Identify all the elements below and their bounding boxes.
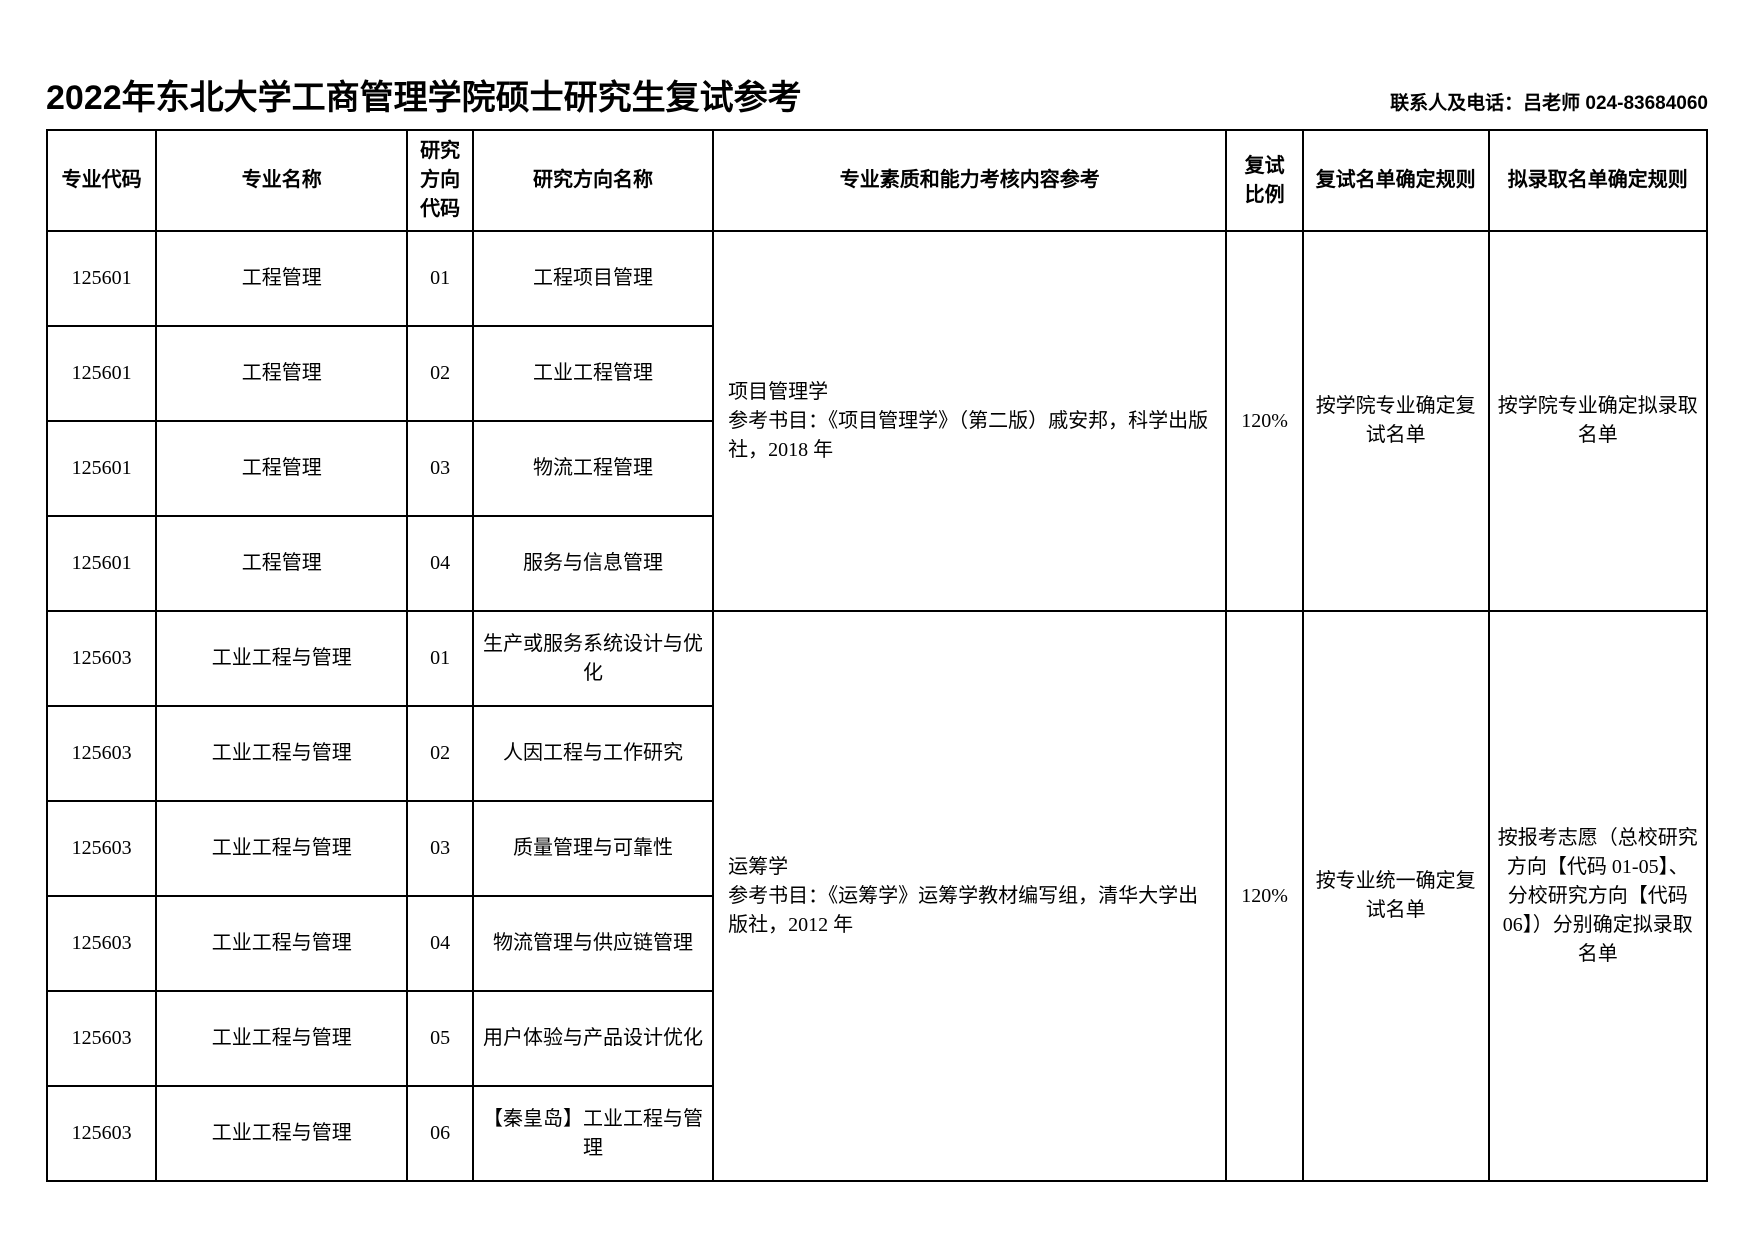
cell-code: 125603 [47,896,156,991]
cell-exam: 运筹学 参考书目：《运筹学》运筹学教材编写组，清华大学出版社，2012 年 [713,611,1226,1181]
cell-code: 125603 [47,991,156,1086]
col-major: 专业名称 [156,130,407,231]
cell-dir-code: 03 [407,801,473,896]
cell-major: 工程管理 [156,326,407,421]
cell-dir-code: 06 [407,1086,473,1181]
contact-phone: 024-83684060 [1585,93,1708,114]
col-dir: 研究方向代码 [407,130,473,231]
cell-code: 125601 [47,516,156,611]
col-exam: 专业素质和能力考核内容参考 [713,130,1226,231]
cell-major: 工程管理 [156,421,407,516]
cell-dir-code: 01 [407,231,473,326]
col-rule2: 拟录取名单确定规则 [1489,130,1707,231]
cell-dir-name: 物流工程管理 [473,421,713,516]
cell-major: 工业工程与管理 [156,1086,407,1181]
cell-code: 125603 [47,801,156,896]
cell-major: 工业工程与管理 [156,801,407,896]
cell-dir-name: 质量管理与可靠性 [473,801,713,896]
page-title: 2022年东北大学工商管理学院硕士研究生复试参考 [46,70,802,119]
col-ratio: 复试比例 [1226,130,1302,231]
cell-dir-code: 05 [407,991,473,1086]
contact-label: 联系人及电话： [1390,93,1523,114]
cell-code: 125603 [47,611,156,706]
cell-ratio: 120% [1226,611,1302,1181]
cell-dir-code: 02 [407,706,473,801]
cell-code: 125603 [47,706,156,801]
cell-dir-name: 【秦皇岛】工业工程与管理 [473,1086,713,1181]
cell-ratio: 120% [1226,231,1302,611]
reexam-table: 专业代码 专业名称 研究方向代码 研究方向名称 专业素质和能力考核内容参考 复试… [46,129,1708,1182]
cell-dir-name: 人因工程与工作研究 [473,706,713,801]
table-row: 125603工业工程与管理01生产或服务系统设计与优化运筹学 参考书目：《运筹学… [47,611,1707,706]
col-code: 专业代码 [47,130,156,231]
col-rule1: 复试名单确定规则 [1303,130,1489,231]
cell-dir-name: 用户体验与产品设计优化 [473,991,713,1086]
table-header-row: 专业代码 专业名称 研究方向代码 研究方向名称 专业素质和能力考核内容参考 复试… [47,130,1707,231]
cell-major: 工业工程与管理 [156,991,407,1086]
cell-rule2: 按报考志愿（总校研究方向【代码 01-05】、分校研究方向【代码06】）分别确定… [1489,611,1707,1181]
cell-dir-code: 03 [407,421,473,516]
contact-name: 吕老师 [1523,93,1580,114]
cell-major: 工程管理 [156,516,407,611]
cell-rule1: 按专业统一确定复试名单 [1303,611,1489,1181]
cell-dir-code: 02 [407,326,473,421]
cell-dir-code: 04 [407,516,473,611]
cell-rule1: 按学院专业确定复试名单 [1303,231,1489,611]
cell-dir-code: 01 [407,611,473,706]
cell-major: 工业工程与管理 [156,706,407,801]
cell-dir-name: 生产或服务系统设计与优化 [473,611,713,706]
col-dname: 研究方向名称 [473,130,713,231]
cell-dir-code: 04 [407,896,473,991]
cell-dir-name: 服务与信息管理 [473,516,713,611]
contact-info: 联系人及电话：吕老师 024-83684060 [1390,88,1708,115]
page-header: 2022年东北大学工商管理学院硕士研究生复试参考 联系人及电话：吕老师 024-… [46,70,1708,119]
cell-code: 125601 [47,421,156,516]
cell-exam: 项目管理学 参考书目：《项目管理学》（第二版）戚安邦，科学出版社，2018 年 [713,231,1226,611]
cell-code: 125601 [47,231,156,326]
cell-dir-name: 工程项目管理 [473,231,713,326]
cell-code: 125601 [47,326,156,421]
cell-rule2: 按学院专业确定拟录取名单 [1489,231,1707,611]
cell-dir-name: 物流管理与供应链管理 [473,896,713,991]
cell-major: 工业工程与管理 [156,896,407,991]
cell-code: 125603 [47,1086,156,1181]
cell-major: 工业工程与管理 [156,611,407,706]
cell-major: 工程管理 [156,231,407,326]
table-row: 125601工程管理01工程项目管理项目管理学 参考书目：《项目管理学》（第二版… [47,231,1707,326]
cell-dir-name: 工业工程管理 [473,326,713,421]
